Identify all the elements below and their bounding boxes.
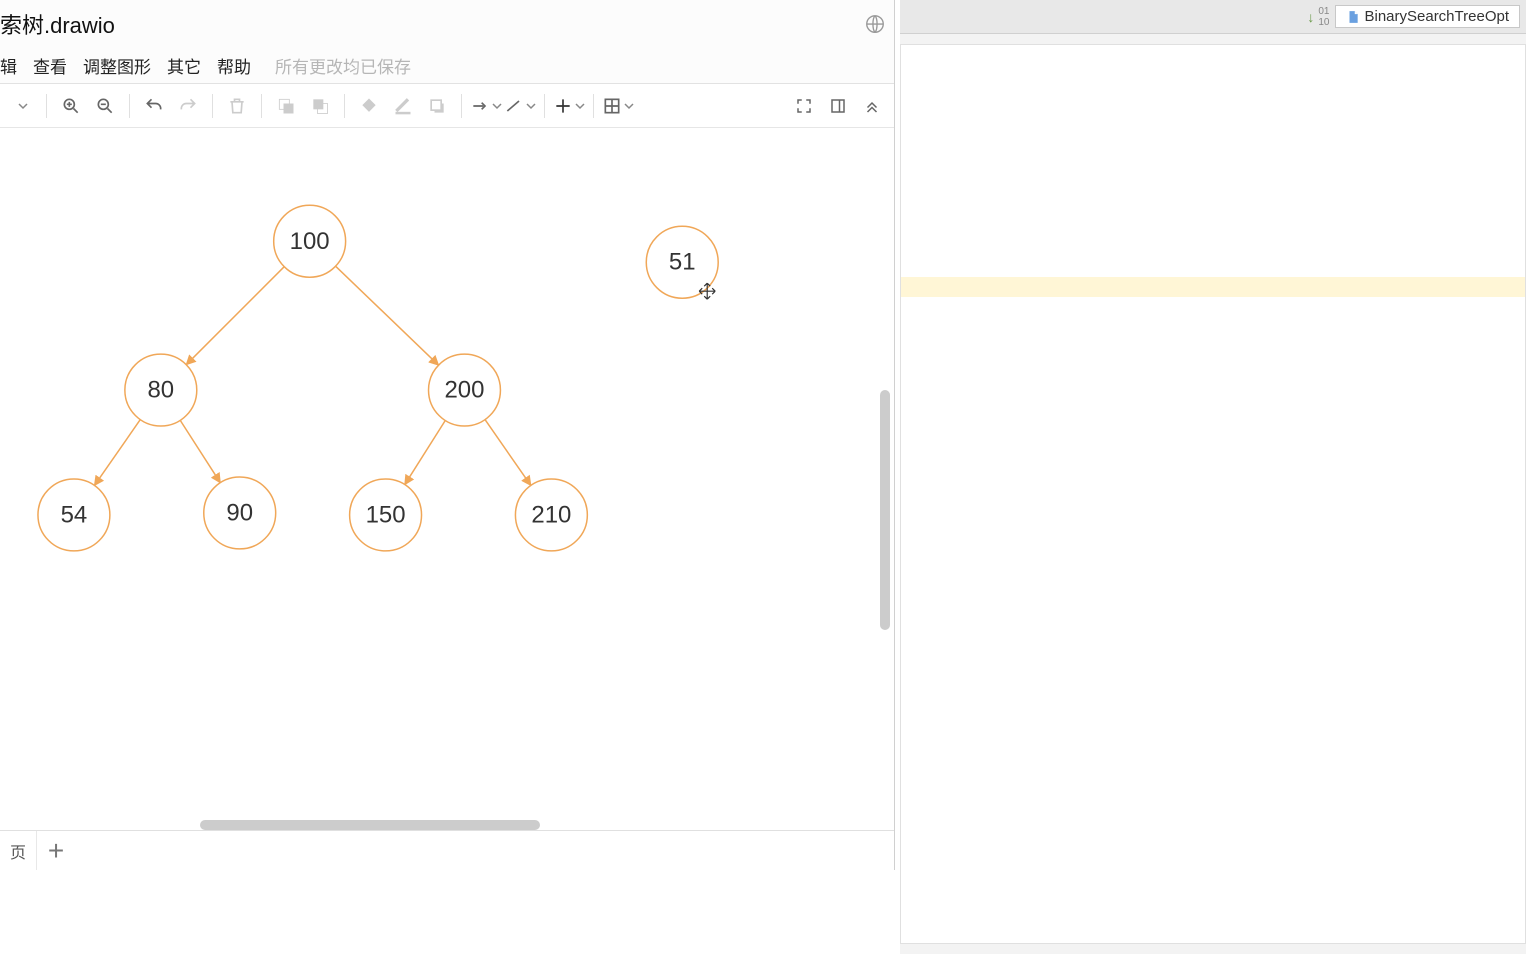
- tree-node[interactable]: 54: [38, 479, 110, 551]
- code-highlight-line: [901, 277, 1525, 297]
- separator: [344, 94, 345, 118]
- save-status: 所有更改均已保存: [275, 53, 411, 78]
- to-front-icon[interactable]: [270, 90, 302, 122]
- menu-edit[interactable]: 辑: [0, 53, 17, 78]
- tree-edge[interactable]: [336, 266, 439, 365]
- tree-edge[interactable]: [405, 420, 445, 484]
- editor-tab-label: BinarySearchTreeOpt: [1364, 8, 1509, 25]
- menu-view[interactable]: 查看: [33, 53, 67, 78]
- right-header: ↓ 0110 BinarySearchTreeOpt: [900, 0, 1526, 34]
- separator: [129, 94, 130, 118]
- separator: [461, 94, 462, 118]
- zoom-dropdown-icon[interactable]: [6, 90, 38, 122]
- undo-icon[interactable]: [138, 90, 170, 122]
- title-bar: 索树.drawio: [0, 0, 894, 48]
- tree-node-label: 150: [366, 501, 406, 528]
- insert-button[interactable]: [553, 96, 585, 116]
- drawing-canvas[interactable]: 100 80 200 54 90 150 210 51: [0, 128, 894, 830]
- tree-node[interactable]: 210: [515, 479, 587, 551]
- shadow-icon[interactable]: [421, 90, 453, 122]
- delete-icon[interactable]: [221, 90, 253, 122]
- separator: [212, 94, 213, 118]
- canvas-vertical-scrollbar[interactable]: [880, 390, 890, 630]
- redo-icon[interactable]: [172, 90, 204, 122]
- tree-node-label: 210: [531, 501, 571, 528]
- waypoint-style-button[interactable]: [504, 96, 536, 116]
- tree-node-label: 90: [226, 499, 253, 526]
- menu-arrange[interactable]: 调整图形: [83, 53, 151, 78]
- tree-node[interactable]: 90: [204, 477, 276, 549]
- line-color-icon[interactable]: [387, 90, 419, 122]
- tree-node[interactable]: 80: [125, 354, 197, 426]
- tree-node[interactable]: 150: [350, 479, 422, 551]
- separator: [261, 94, 262, 118]
- fullscreen-icon[interactable]: [788, 90, 820, 122]
- tree-node-label: 51: [669, 249, 696, 276]
- menu-help[interactable]: 帮助: [217, 53, 251, 78]
- zoom-out-icon[interactable]: [89, 90, 121, 122]
- canvas-horizontal-scrollbar[interactable]: [200, 820, 540, 830]
- right-body[interactable]: [900, 44, 1526, 944]
- menu-extras[interactable]: 其它: [167, 53, 201, 78]
- add-page-button[interactable]: +: [37, 835, 75, 867]
- tree-node-label: 100: [290, 228, 330, 255]
- tree-edge[interactable]: [186, 267, 284, 365]
- tree-node[interactable]: 100: [274, 205, 346, 277]
- fill-color-icon[interactable]: [353, 90, 385, 122]
- table-button[interactable]: [602, 96, 634, 116]
- page-tab-1[interactable]: 页: [0, 831, 37, 870]
- toolbar: [0, 84, 894, 128]
- editor-tab[interactable]: BinarySearchTreeOpt: [1335, 5, 1520, 28]
- tree-edge[interactable]: [94, 420, 140, 486]
- file-icon: [1346, 10, 1360, 24]
- menu-bar: 辑 查看 调整图形 其它 帮助 所有更改均已保存: [0, 48, 894, 84]
- collapse-icon[interactable]: [856, 90, 888, 122]
- separator: [544, 94, 545, 118]
- page-tab-bar: 页 +: [0, 830, 894, 870]
- separator: [593, 94, 594, 118]
- connection-style-button[interactable]: [470, 96, 502, 116]
- separator: [46, 94, 47, 118]
- tree-node[interactable]: 200: [429, 354, 501, 426]
- format-panel-icon[interactable]: [822, 90, 854, 122]
- right-pane: ↓ 0110 BinarySearchTreeOpt: [900, 0, 1526, 954]
- file-title: 索树.drawio: [0, 8, 115, 40]
- globe-icon[interactable]: [864, 13, 886, 35]
- tree-node-label: 200: [444, 377, 484, 404]
- sort-down-icon[interactable]: ↓: [1307, 9, 1314, 25]
- zoom-in-icon[interactable]: [55, 90, 87, 122]
- tree-node-label: 80: [147, 377, 174, 404]
- bits-icon: 0110: [1318, 6, 1329, 28]
- to-back-icon[interactable]: [304, 90, 336, 122]
- tree-edge[interactable]: [180, 420, 220, 482]
- tree-edge[interactable]: [485, 420, 531, 486]
- drawio-window: 索树.drawio 辑 查看 调整图形 其它 帮助 所有更改均已保存: [0, 0, 895, 870]
- tree-node-label: 54: [61, 501, 88, 528]
